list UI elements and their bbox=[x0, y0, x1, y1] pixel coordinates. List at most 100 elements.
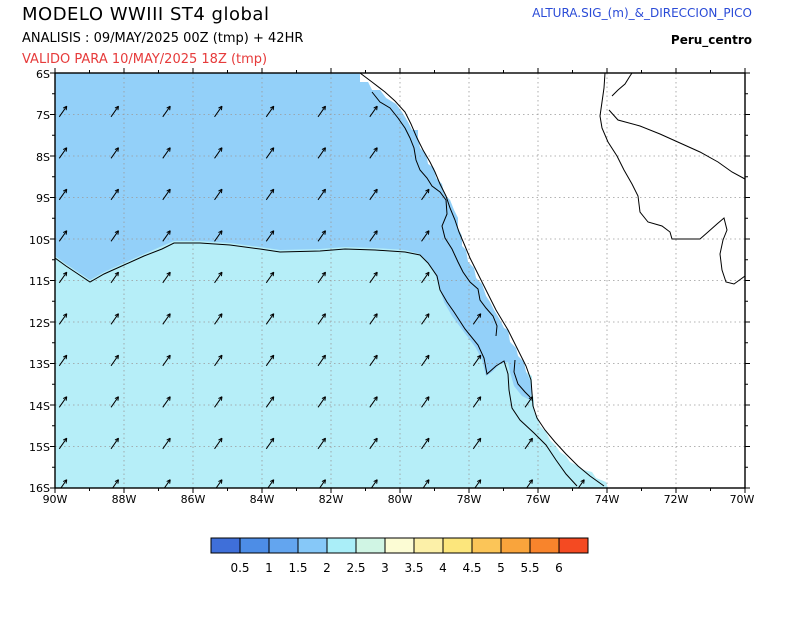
legend-label: 2 bbox=[323, 561, 331, 575]
legend-label: 5.5 bbox=[520, 561, 539, 575]
direction-arrow bbox=[526, 479, 533, 488]
legend-labels: 0.5 1 1.5 2 2.5 3 3.5 4 4.5 5 5.5 6 bbox=[230, 561, 562, 575]
contour-line bbox=[371, 91, 498, 337]
direction-arrow bbox=[472, 313, 482, 325]
direction-arrow bbox=[369, 105, 378, 118]
direction-arrow bbox=[421, 271, 430, 284]
direction-arrow bbox=[214, 437, 223, 450]
direction-arrow bbox=[162, 147, 171, 159]
lon-tick-label: 70W bbox=[730, 493, 755, 506]
direction-arrow bbox=[317, 396, 326, 408]
direction-arrow bbox=[214, 313, 223, 325]
direction-arrow bbox=[162, 105, 171, 118]
direction-arrow bbox=[58, 105, 68, 118]
direction-arrow bbox=[110, 105, 119, 118]
direction-arrow bbox=[60, 479, 68, 488]
direction-arrow bbox=[110, 147, 119, 159]
direction-arrow bbox=[317, 188, 326, 201]
direction-arrow bbox=[58, 271, 68, 284]
legend-swatch bbox=[355, 537, 386, 554]
direction-arrow bbox=[369, 313, 378, 325]
legend-swatch bbox=[471, 537, 502, 554]
lon-tick-label: 80W bbox=[388, 493, 413, 506]
direction-arrow bbox=[369, 230, 378, 242]
lat-tick-label: 12S bbox=[29, 317, 50, 330]
direction-arrow bbox=[162, 188, 171, 201]
direction-arrow bbox=[214, 354, 223, 367]
direction-arrow bbox=[369, 188, 378, 201]
direction-arrow bbox=[524, 396, 533, 408]
direction-arrow bbox=[110, 313, 119, 325]
direction-arrow bbox=[421, 188, 430, 201]
legend-label: 1.5 bbox=[288, 561, 307, 575]
direction-arrow bbox=[317, 105, 326, 118]
direction-arrow bbox=[265, 188, 275, 201]
direction-arrow bbox=[472, 354, 482, 367]
direction-arrow bbox=[110, 271, 119, 284]
peak-direction-arrows bbox=[58, 105, 585, 488]
direction-arrow bbox=[214, 147, 223, 159]
direction-arrow bbox=[317, 437, 326, 450]
direction-arrow bbox=[112, 479, 119, 488]
direction-arrow bbox=[110, 437, 119, 450]
legend-label: 1 bbox=[265, 561, 273, 575]
lon-tick-label: 88W bbox=[112, 493, 137, 506]
direction-arrow bbox=[421, 230, 430, 242]
lat-tick-label: 13S bbox=[29, 358, 50, 371]
direction-arrow bbox=[58, 147, 68, 159]
contour-line bbox=[513, 359, 531, 398]
direction-arrow bbox=[162, 313, 171, 325]
legend-swatch bbox=[384, 537, 415, 554]
direction-arrow bbox=[369, 271, 378, 284]
direction-arrow bbox=[317, 271, 326, 284]
lat-tick-label: 14S bbox=[29, 400, 50, 413]
direction-arrow bbox=[214, 271, 223, 284]
coastline bbox=[608, 109, 745, 180]
valid-time: VALIDO PARA 10/MAY/2025 18Z (tmp) bbox=[22, 52, 268, 67]
direction-arrow bbox=[162, 271, 171, 284]
direction-arrow bbox=[162, 437, 171, 450]
lon-tick-label: 82W bbox=[319, 493, 344, 506]
direction-arrow bbox=[577, 479, 585, 488]
lon-tick-label: 76W bbox=[526, 493, 551, 506]
color-legend bbox=[210, 537, 589, 554]
direction-arrow bbox=[58, 396, 68, 408]
direction-arrow bbox=[421, 437, 430, 450]
direction-arrow bbox=[58, 437, 68, 450]
direction-arrow bbox=[163, 479, 171, 488]
lon-tick-label: 90W bbox=[43, 493, 68, 506]
variable-name: ALTURA.SIG_(m)_&_DIRECCION_PICO bbox=[532, 6, 752, 20]
direction-arrow bbox=[58, 188, 68, 201]
legend-label: 4 bbox=[439, 561, 447, 575]
direction-arrow bbox=[472, 396, 482, 408]
direction-arrow bbox=[58, 230, 68, 242]
legend-label: 0.5 bbox=[230, 561, 249, 575]
lat-tick-label: 7S bbox=[36, 109, 50, 122]
direction-arrow bbox=[265, 105, 275, 118]
direction-arrow bbox=[110, 188, 119, 201]
coastline bbox=[359, 73, 605, 487]
direction-arrow bbox=[317, 313, 326, 325]
direction-arrow bbox=[524, 437, 533, 450]
direction-arrow bbox=[421, 396, 430, 408]
legend-label: 5 bbox=[497, 561, 505, 575]
direction-arrow bbox=[214, 396, 223, 408]
direction-arrow bbox=[317, 147, 326, 159]
direction-arrow bbox=[369, 396, 378, 408]
direction-arrow bbox=[110, 396, 119, 408]
legend-swatch bbox=[529, 537, 560, 554]
legend-swatch bbox=[413, 537, 444, 554]
direction-arrow bbox=[422, 479, 430, 488]
direction-arrow bbox=[265, 230, 275, 242]
direction-arrow bbox=[214, 105, 223, 118]
direction-arrow bbox=[421, 313, 430, 325]
coastline bbox=[611, 73, 633, 97]
direction-arrow bbox=[369, 354, 378, 367]
direction-arrow bbox=[110, 230, 119, 242]
direction-arrow bbox=[265, 354, 275, 367]
legend-swatch bbox=[268, 537, 299, 554]
legend-swatch bbox=[558, 537, 589, 554]
direction-arrow bbox=[265, 147, 275, 159]
direction-arrow bbox=[317, 230, 326, 242]
